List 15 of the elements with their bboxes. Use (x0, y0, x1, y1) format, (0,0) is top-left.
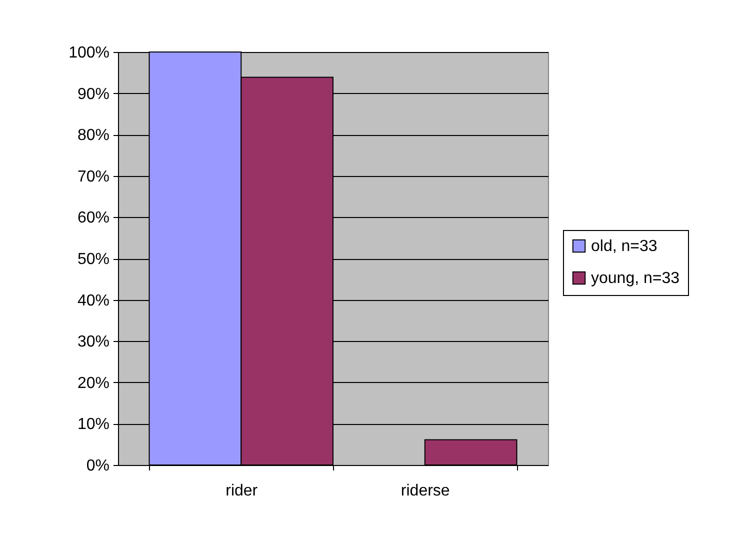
y-tick-label: 80% (77, 127, 110, 144)
x-tick-label: riderse (400, 482, 450, 500)
y-tick-label: 40% (77, 292, 110, 310)
y-tick-label: 20% (77, 374, 110, 392)
y-tick-label: 10% (77, 416, 110, 434)
y-tick-label: 90% (77, 86, 110, 103)
y-tick-label: 50% (77, 251, 110, 268)
legend-label: young, n=33 (591, 270, 680, 287)
y-tick-label: 30% (77, 334, 110, 351)
y-tick-label: 0% (86, 458, 110, 474)
y-tick-label: 60% (77, 210, 110, 227)
legend-label: old, n=33 (591, 238, 658, 255)
y-tick-label: 70% (77, 168, 110, 186)
x-tick-label: rider (226, 482, 258, 500)
y-tick-label: 100% (68, 44, 110, 62)
